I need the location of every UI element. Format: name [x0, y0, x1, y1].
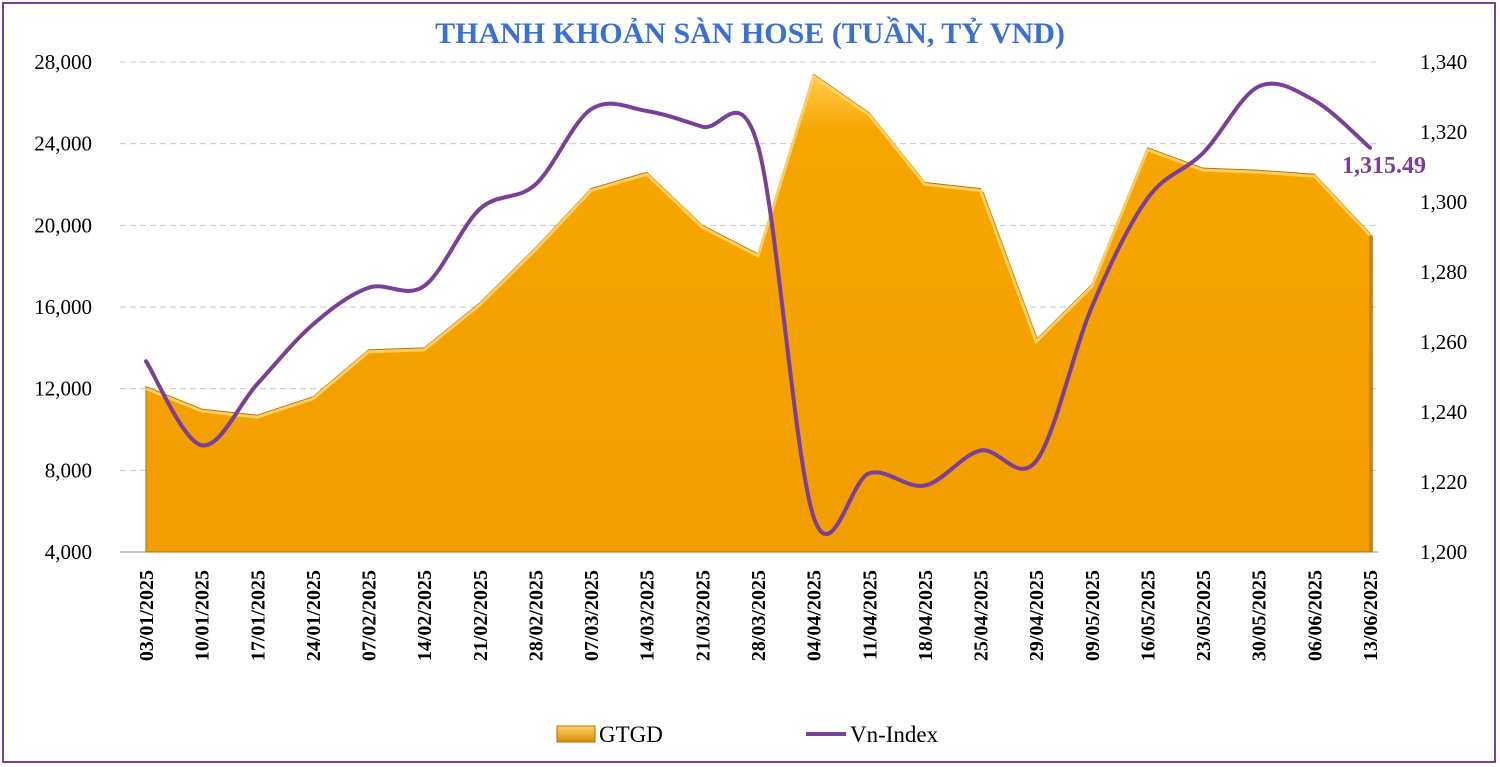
x-tick-label: 24/01/2025	[303, 570, 325, 661]
x-tick-label: 11/04/2025	[859, 570, 881, 660]
x-axis: 03/01/2025 10/01/2025 17/01/2025 24/01/2025…	[136, 570, 1382, 661]
left-axis: 4,000 8,000 12,000 16,000 20,000 24,000 28,000	[34, 50, 92, 564]
right-tick-label: 1,300	[1420, 190, 1467, 214]
right-tick-label: 1,240	[1420, 400, 1467, 424]
x-tick-label: 04/04/2025	[804, 570, 826, 661]
left-tick-label: 8,000	[45, 458, 92, 482]
x-tick-label: 29/04/2025	[1026, 570, 1048, 661]
chart-title: THANH KHOẢN SÀN HOSE (TUẦN, TỶ VND)	[435, 16, 1065, 50]
x-tick-label: 25/04/2025	[971, 570, 993, 661]
legend-gtgd-label: GTGD	[599, 722, 663, 747]
vn-index-line-layer	[144, 81, 1372, 537]
right-tick-label: 1,220	[1420, 470, 1467, 494]
x-tick-label: 06/06/2025	[1304, 570, 1326, 661]
right-tick-label: 1,320	[1420, 120, 1467, 144]
left-tick-label: 28,000	[34, 50, 92, 74]
right-tick-label: 1,340	[1420, 50, 1467, 74]
x-tick-label: 07/02/2025	[359, 570, 381, 661]
x-tick-label: 14/03/2025	[637, 570, 659, 661]
x-tick-label: 28/03/2025	[748, 570, 770, 661]
right-tick-label: 1,200	[1420, 540, 1467, 564]
x-tick-label: 14/02/2025	[414, 570, 436, 661]
legend-vn-index-label: Vn-Index	[850, 722, 939, 747]
gtgd-area-highlight	[145, 73, 1372, 419]
left-tick-label: 4,000	[45, 540, 92, 564]
x-tick-label: 21/02/2025	[470, 570, 492, 661]
left-tick-label: 24,000	[34, 132, 92, 156]
x-tick-label: 28/02/2025	[525, 570, 547, 661]
x-tick-label: 18/04/2025	[915, 570, 937, 661]
x-tick-label: 03/01/2025	[136, 570, 158, 661]
x-tick-label: 23/05/2025	[1193, 570, 1215, 661]
right-axis: 1,200 1,220 1,240 1,260 1,280 1,300 1,320 1,340	[1420, 50, 1467, 564]
right-tick-label: 1,260	[1420, 330, 1467, 354]
right-tick-label: 1,280	[1420, 260, 1467, 284]
x-tick-label: 09/05/2025	[1082, 570, 1104, 661]
x-tick-label: 10/01/2025	[192, 570, 214, 661]
x-tick-label: 17/01/2025	[247, 570, 269, 661]
legend: GTGD Vn-Index	[556, 722, 939, 747]
last-value-label: 1,315.49	[1342, 153, 1426, 179]
x-tick-label: 21/03/2025	[692, 570, 714, 661]
x-tick-label: 07/03/2025	[581, 570, 603, 661]
x-tick-label: 16/05/2025	[1137, 570, 1159, 661]
left-tick-label: 12,000	[34, 377, 92, 401]
x-tick-label: 30/05/2025	[1249, 570, 1271, 661]
legend-gtgd-swatch	[556, 725, 596, 743]
gtgd-area-layer	[145, 73, 1373, 553]
left-tick-label: 20,000	[34, 213, 92, 237]
x-tick-label: 13/06/2025	[1360, 570, 1382, 661]
left-tick-label: 16,000	[34, 295, 92, 319]
